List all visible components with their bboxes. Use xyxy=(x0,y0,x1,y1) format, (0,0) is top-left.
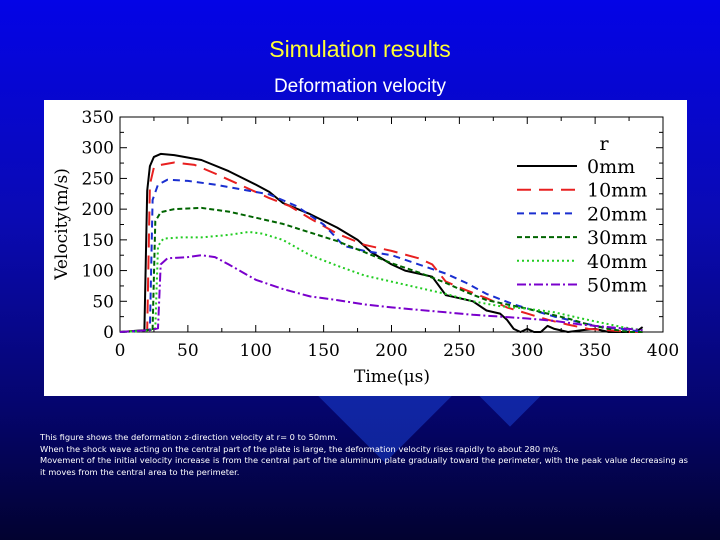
series-line-30mm xyxy=(119,206,643,333)
slide-subtitle: Deformation velocity xyxy=(273,76,447,97)
y-axis: 0 50 100 150 200 250 300 350 xyxy=(82,108,663,343)
plot-frame xyxy=(119,116,664,333)
y-axis-label: Velocity(m/s) xyxy=(52,168,72,281)
x-tick-label: 200 xyxy=(375,341,407,361)
series-line-40mm xyxy=(119,230,643,333)
caption: This figure shows the deformation z-dire… xyxy=(40,432,688,478)
chart-panel: 0 50 100 150 200 250 300 350 0 50 100 150 200 250 300… xyxy=(44,100,687,396)
y-tick-label: 150 xyxy=(82,231,114,251)
caption-line: This figure shows the deformation z-dire… xyxy=(40,432,338,442)
y-tick-label: 50 xyxy=(92,292,114,312)
legend-label: 0mm xyxy=(587,156,635,178)
series-line-50mm xyxy=(119,254,643,333)
x-tick-label: 250 xyxy=(443,341,475,361)
x-axis-label: Time(μs) xyxy=(354,367,430,387)
series-lines xyxy=(119,152,644,333)
legend-label: 40mm xyxy=(587,251,647,273)
y-tick-label: 250 xyxy=(82,169,114,189)
legend-label: 50mm xyxy=(587,275,647,297)
y-tick-label: 200 xyxy=(82,200,114,220)
velocity-chart: 0 50 100 150 200 250 300 350 0 50 100 150 200 250 300… xyxy=(52,108,679,387)
x-tick-label: 150 xyxy=(307,341,339,361)
y-tick-label: 350 xyxy=(82,108,114,128)
y-tick-label: 0 xyxy=(103,323,114,343)
y-tick-label: 100 xyxy=(82,262,114,282)
series-line-10mm xyxy=(119,161,643,333)
caption-line: Movement of the initial velocity increas… xyxy=(40,455,688,477)
x-tick-label: 0 xyxy=(115,341,126,361)
series-line-20mm xyxy=(119,178,643,333)
x-tick-label: 300 xyxy=(511,341,543,361)
x-tick-label: 350 xyxy=(579,341,611,361)
caption-line: When the shock wave acting on the centra… xyxy=(40,443,561,454)
y-tick-label: 300 xyxy=(82,139,114,159)
legend-label: 20mm xyxy=(587,203,647,225)
legend-label: 10mm xyxy=(587,180,647,202)
legend-label: 30mm xyxy=(587,227,647,249)
series-line-0mm xyxy=(119,152,644,333)
x-tick-label: 100 xyxy=(240,341,272,361)
x-tick-label: 400 xyxy=(647,341,679,361)
slide-title: Simulation results xyxy=(269,36,451,62)
x-axis: 0 50 100 150 200 250 300 350 400 xyxy=(115,117,679,361)
x-tick-label: 50 xyxy=(177,341,199,361)
legend-title: r xyxy=(599,133,609,155)
